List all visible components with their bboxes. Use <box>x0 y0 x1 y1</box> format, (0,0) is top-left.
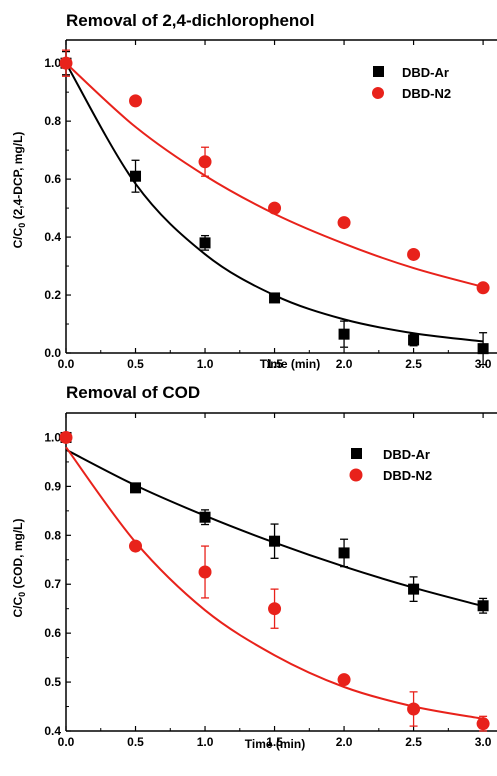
data-point-circle <box>129 94 143 108</box>
data-point-square <box>338 547 350 559</box>
data-point-circle <box>476 717 490 731</box>
x-tick-label: 0.0 <box>58 357 75 371</box>
x-axis-label: Time (min) <box>260 357 320 371</box>
data-point-circle <box>268 602 282 616</box>
chart-title: Removal of COD <box>66 383 200 402</box>
data-point-square <box>408 583 420 595</box>
y-tick-label: 0.6 <box>44 626 61 640</box>
y-tick-label: 0.2 <box>44 288 61 302</box>
legend-label: DBD-N2 <box>383 468 432 483</box>
data-point-square <box>130 170 142 182</box>
data-point-square <box>477 343 489 355</box>
legend-entry-dbd-ar: DBD-Ar <box>373 65 449 80</box>
data-point-square <box>408 334 420 346</box>
plot-area: 0.0 0.5 1.0 1.5 2.0 2.5 3.0 0.4 0.5 0.6 0.7 0.8 0.9 1… <box>44 412 497 749</box>
x-tick-label: 2.5 <box>405 357 422 371</box>
data-point-square <box>269 535 281 547</box>
legend-marker-circle <box>372 87 384 99</box>
fit-curve-dbd-n2 <box>65 446 484 720</box>
data-point-circle <box>198 565 212 579</box>
x-tick-label: 2.0 <box>336 735 353 749</box>
x-tick-label: 3.0 <box>475 735 492 749</box>
x-tick-label: 0.5 <box>127 357 144 371</box>
y-tick-label: 0.9 <box>44 479 61 493</box>
y-axis-label: C/C0 (COD, mg/L) <box>11 518 27 617</box>
panel-cod-removal: Removal of COD C/C0 (COD, mg/L) Time (mi… <box>11 383 497 751</box>
legend: DBD-Ar DBD-N2 <box>349 447 432 483</box>
y-axis-label: C/C0 (2,4-DCP, mg/L) <box>11 132 27 249</box>
data-point-circle <box>337 673 351 687</box>
legend-entry-dbd-ar: DBD-Ar <box>351 447 430 462</box>
x-tick-label: 1.0 <box>197 357 214 371</box>
data-point-circle <box>407 247 421 261</box>
legend: DBD-Ar DBD-N2 <box>372 65 451 101</box>
legend-marker-square <box>351 448 362 459</box>
x-tick-label: 1.0 <box>197 735 214 749</box>
x-tick-label: 0.0 <box>58 735 75 749</box>
x-axis-label: Time (min) <box>245 737 305 751</box>
x-tick-label: 1.5 <box>266 735 283 749</box>
data-point-square <box>338 328 350 340</box>
data-point-circle <box>407 702 421 716</box>
y-tick-label: 0.4 <box>44 724 61 738</box>
y-tick-label: 0.6 <box>44 172 61 186</box>
y-tick-label: 0.5 <box>44 675 61 689</box>
plot-area: 0.00.51.01.52.02.53.00.00.20.40.60.81.0 <box>44 39 497 371</box>
legend-label: DBD-Ar <box>383 447 430 462</box>
x-tick-label: 2.0 <box>336 357 353 371</box>
x-tick-label: 2.5 <box>405 735 422 749</box>
y-tick-label: 0.4 <box>44 230 61 244</box>
data-point-circle <box>129 539 143 553</box>
legend-entry-dbd-n2: DBD-N2 <box>372 86 451 101</box>
legend-entry-dbd-n2: DBD-N2 <box>349 468 432 483</box>
y-tick-label: 0.8 <box>44 528 61 542</box>
legend-marker-square <box>373 66 384 77</box>
data-point-square <box>199 237 211 249</box>
y-tick-label: 1.0 <box>44 430 61 444</box>
legend-marker-circle <box>349 468 363 482</box>
data-point-circle <box>59 430 73 444</box>
data-point-square <box>199 511 211 523</box>
y-tick-label: 0.7 <box>44 577 61 591</box>
data-point-circle <box>268 201 282 215</box>
data-point-square <box>477 600 489 612</box>
x-tick-label: 0.5 <box>127 735 144 749</box>
x-tick-label: 1.5 <box>266 357 283 371</box>
legend-label: DBD-N2 <box>402 86 451 101</box>
fit-curve-dbd-ar <box>65 62 484 343</box>
y-tick-label: 1.0 <box>44 56 61 70</box>
data-point-circle <box>198 155 212 169</box>
y-tick-label: 0.0 <box>44 346 61 360</box>
data-point-circle <box>337 216 351 230</box>
data-point-square <box>130 482 142 494</box>
legend-label: DBD-Ar <box>402 65 449 80</box>
panel-dcp-removal: Removal of 2,4-dichlorophenol C/C0 (2,4-… <box>11 11 497 371</box>
data-point-circle <box>476 281 490 295</box>
data-point-circle <box>59 56 73 70</box>
y-tick-label: 0.8 <box>44 114 61 128</box>
data-point-square <box>269 292 281 304</box>
chart-title: Removal of 2,4-dichlorophenol <box>66 11 314 30</box>
